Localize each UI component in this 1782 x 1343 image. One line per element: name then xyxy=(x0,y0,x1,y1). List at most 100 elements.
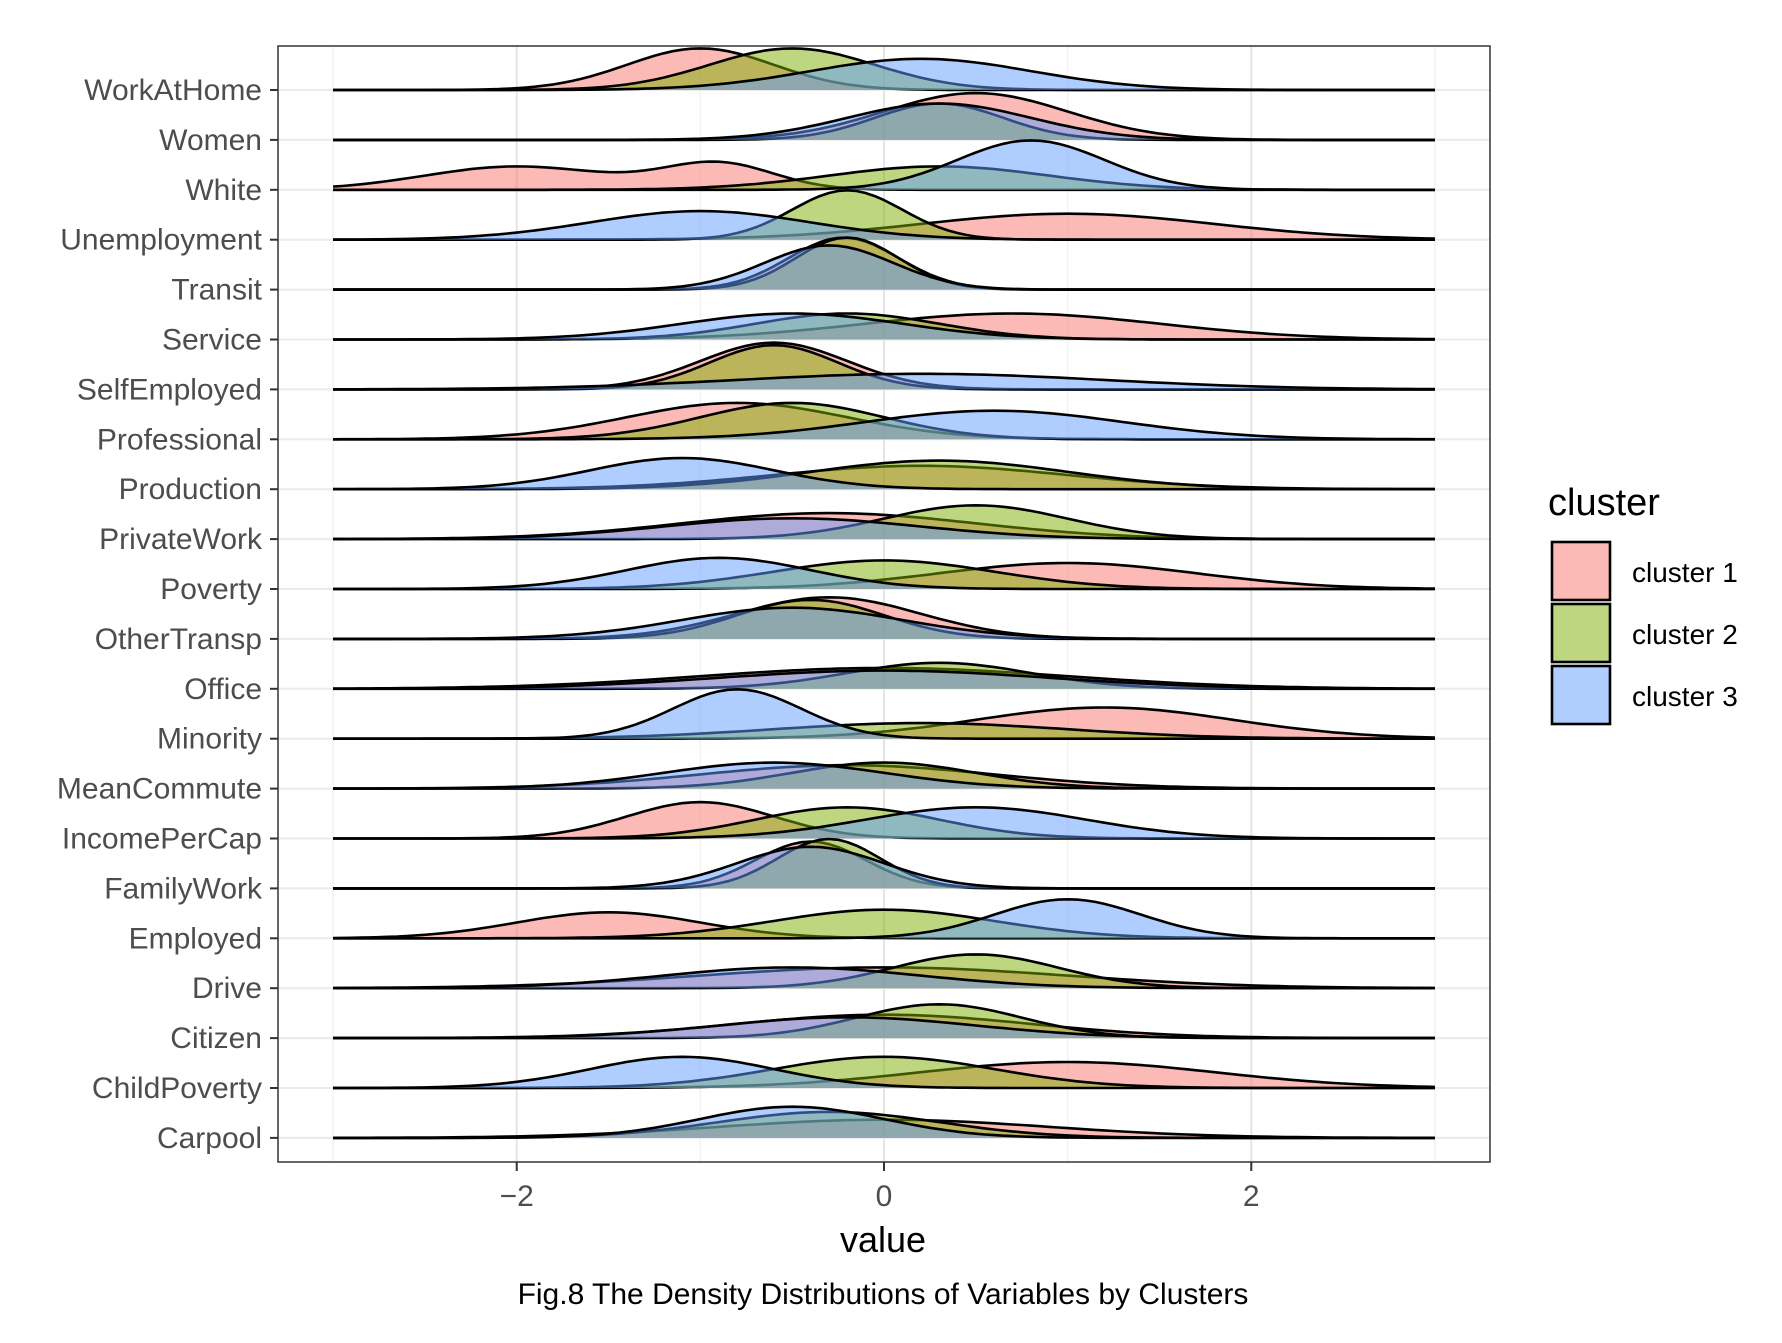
density-area-cluster-3 xyxy=(333,1106,1435,1138)
density-area-cluster-2 xyxy=(333,166,1435,190)
y-tick-label: Unemployment xyxy=(60,224,262,257)
x-axis: −2 0 2 xyxy=(500,1162,1260,1213)
ridge-row-meancommute xyxy=(333,761,1435,790)
legend: cluster cluster 1 cluster 2 cluster 3 xyxy=(1548,482,1738,726)
density-outline-cluster-3 xyxy=(333,806,1435,840)
density-outline-cluster-3 xyxy=(333,244,1435,291)
density-area-cluster-3 xyxy=(333,846,1435,889)
density-outline-cluster-3 xyxy=(333,669,1435,690)
y-tick-label: Poverty xyxy=(160,573,262,606)
density-area-cluster-3 xyxy=(333,373,1435,390)
density-area-cluster-3 xyxy=(333,410,1435,440)
density-area-cluster-1 xyxy=(333,402,1435,440)
y-tick-label: Office xyxy=(184,673,262,706)
density-area-cluster-1 xyxy=(333,161,1435,190)
y-tick-label: PrivateWork xyxy=(99,523,263,556)
y-tick-label: Production xyxy=(119,473,262,506)
density-area-cluster-3 xyxy=(333,670,1435,689)
density-area-cluster-3 xyxy=(333,211,1435,240)
y-axis-labels: WorkAtHome Women White Unemployment Transit S… xyxy=(57,74,278,1155)
legend-key-cluster-2 xyxy=(1550,602,1612,664)
y-tick-label: Drive xyxy=(192,972,262,1005)
density-outline-cluster-3 xyxy=(333,312,1435,341)
density-outline-cluster-3 xyxy=(333,517,1435,541)
y-tick-label: Professional xyxy=(97,423,262,456)
density-outline-cluster-3 xyxy=(333,966,1435,990)
density-outline-cluster-3 xyxy=(333,209,1435,241)
y-tick-label: Carpool xyxy=(157,1122,262,1155)
y-tick-label: White xyxy=(185,174,262,207)
density-area-cluster-1 xyxy=(333,1062,1435,1088)
ridge-row-women xyxy=(333,91,1435,142)
density-area-cluster-2 xyxy=(333,560,1435,589)
density-outline-cluster-3 xyxy=(333,456,1435,491)
figure-caption: Fig.8 The Density Distributions of Varia… xyxy=(518,1278,1249,1311)
density-outline-cluster-3 xyxy=(333,1016,1435,1040)
density-outline-cluster-3 xyxy=(333,409,1435,441)
density-area-cluster-1 xyxy=(333,707,1435,739)
ridge-row-employed xyxy=(333,898,1435,940)
density-area-cluster-2 xyxy=(333,909,1435,939)
ridge-row-production xyxy=(333,456,1435,491)
y-tick-label: Service xyxy=(162,324,262,357)
ridge-row-unemployment xyxy=(333,189,1435,241)
density-area-cluster-3 xyxy=(333,557,1435,589)
ridge-row-white xyxy=(333,139,1435,192)
y-tick-label: MeanCommute xyxy=(57,773,262,806)
y-tick-label: FamilyWork xyxy=(104,872,263,905)
y-tick-label: Women xyxy=(159,124,262,157)
density-area-cluster-3 xyxy=(333,458,1435,490)
legend-key-cluster-3 xyxy=(1550,664,1612,726)
density-outline-cluster-3 xyxy=(333,1055,1435,1090)
density-area-cluster-2 xyxy=(333,1056,1435,1088)
ridge-row-poverty xyxy=(333,556,1435,591)
ridge-row-childpoverty xyxy=(333,1055,1435,1090)
y-tick-label: Transit xyxy=(171,274,262,307)
ridge-row-office xyxy=(333,661,1435,691)
density-outline-cluster-3 xyxy=(333,372,1435,391)
y-tick-label: Citizen xyxy=(170,1022,262,1055)
legend-label-cluster-2: cluster 2 xyxy=(1632,619,1738,650)
density-outline-cluster-3 xyxy=(333,556,1435,591)
density-area-cluster-3 xyxy=(333,245,1435,290)
ridge-row-carpool xyxy=(333,1105,1435,1140)
density-area-cluster-3 xyxy=(333,518,1435,540)
ridge-row-othertransp xyxy=(333,596,1435,641)
density-outline-cluster-3 xyxy=(333,57,1435,92)
density-area-cluster-3 xyxy=(333,899,1435,939)
density-ridges xyxy=(333,47,1435,1140)
density-area-cluster-3 xyxy=(333,762,1435,789)
legend-label-cluster-3: cluster 3 xyxy=(1632,681,1738,712)
density-outline-cluster-3 xyxy=(333,1105,1435,1140)
legend-label-cluster-1: cluster 1 xyxy=(1632,557,1738,588)
y-tick-label: WorkAtHome xyxy=(84,74,262,107)
density-area-cluster-1 xyxy=(333,912,1435,939)
ridge-row-professional xyxy=(333,401,1435,441)
density-outline-cluster-3 xyxy=(333,898,1435,940)
density-outline-cluster-3 xyxy=(333,688,1435,740)
x-axis-title: value xyxy=(840,1219,926,1260)
y-tick-label: SelfEmployed xyxy=(77,373,262,406)
density-outline-cluster-3 xyxy=(333,761,1435,790)
y-tick-label: Minority xyxy=(157,723,262,756)
y-tick-label: ChildPoverty xyxy=(92,1072,262,1105)
ridge-row-workathome xyxy=(333,47,1435,92)
density-outline-cluster-3 xyxy=(333,102,1435,142)
y-tick-label: IncomePerCap xyxy=(62,823,262,856)
density-area-cluster-3 xyxy=(333,1017,1435,1039)
legend-key-cluster-1 xyxy=(1550,540,1612,602)
ridge-row-drive xyxy=(333,953,1435,990)
density-area-cluster-2 xyxy=(333,190,1435,240)
ridge-row-citizen xyxy=(333,1003,1435,1040)
density-area-cluster-3 xyxy=(333,967,1435,989)
density-area-cluster-1 xyxy=(333,802,1435,839)
density-area-cluster-3 xyxy=(333,58,1435,90)
ridge-row-familywork xyxy=(333,837,1435,890)
ridge-row-transit xyxy=(333,236,1435,291)
density-area-cluster-3 xyxy=(333,103,1435,140)
ridge-row-selfemployed xyxy=(333,341,1435,391)
x-tick-label: 0 xyxy=(876,1180,893,1213)
x-tick-label: −2 xyxy=(500,1180,534,1213)
